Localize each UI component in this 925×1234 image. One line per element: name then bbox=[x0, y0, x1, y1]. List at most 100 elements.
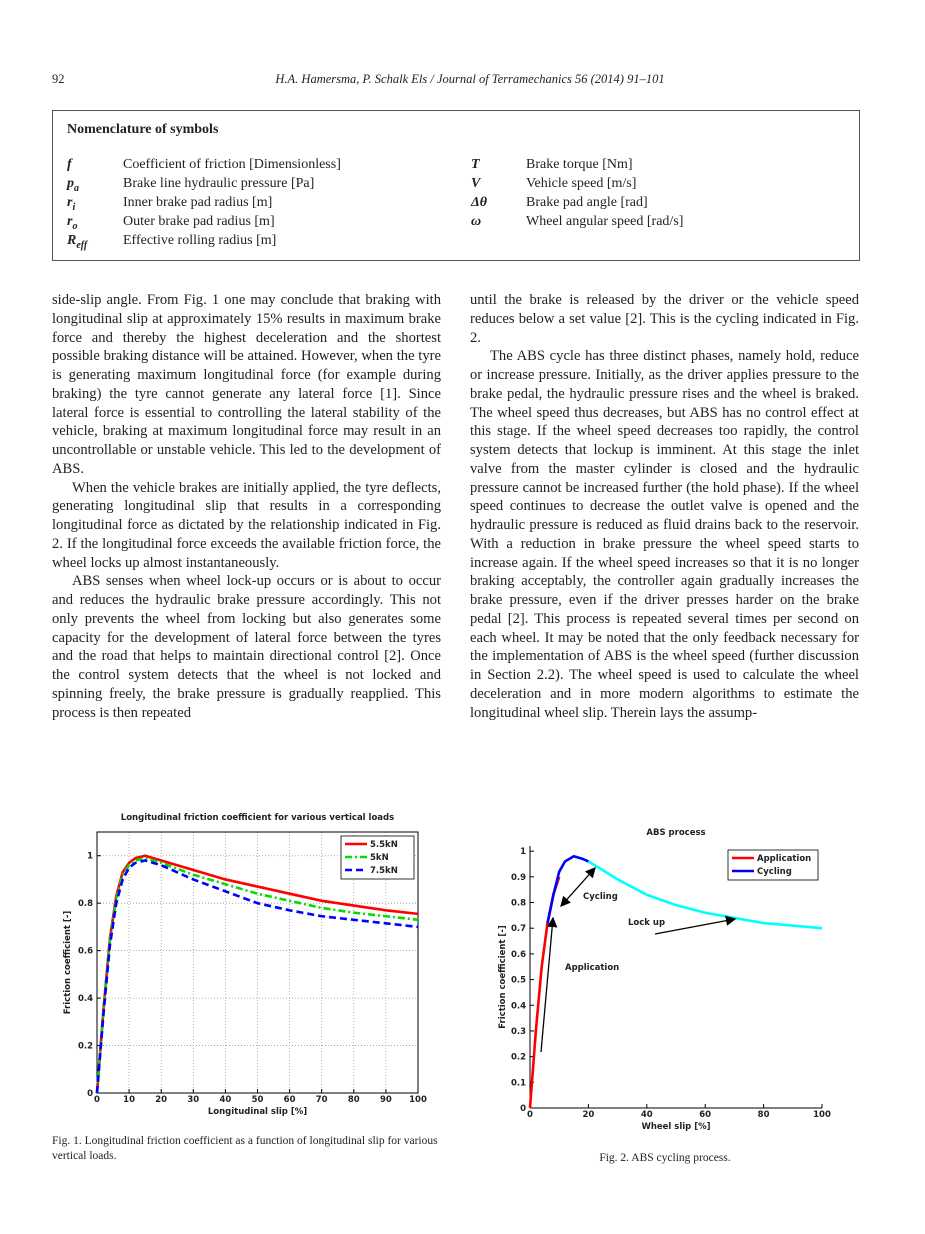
paragraph: ABS senses when wheel lock-up occurs or … bbox=[52, 573, 441, 721]
symbol-description: Inner brake pad radius [m] bbox=[123, 195, 273, 210]
symbol: ri bbox=[67, 195, 75, 213]
y-tick-label: 0 bbox=[87, 1089, 93, 1099]
symbol: T bbox=[471, 157, 480, 173]
legend-label: Cycling bbox=[757, 867, 792, 877]
x-tick-label: 80 bbox=[758, 1110, 770, 1120]
y-tick-label: 0.4 bbox=[511, 1001, 526, 1011]
x-tick-label: 100 bbox=[409, 1095, 427, 1105]
symbol-description: Brake line hydraulic pressure [Pa] bbox=[123, 176, 315, 191]
nomenclature-box: Nomenclature of symbols f Coefficient of … bbox=[52, 110, 860, 261]
running-title: H.A. Hamersma, P. Schalk Els / Journal o… bbox=[275, 72, 665, 86]
symbol: pa bbox=[67, 176, 79, 194]
x-tick-label: 20 bbox=[582, 1110, 594, 1120]
nomenclature-row: T Brake torque [Nm] bbox=[53, 157, 853, 176]
figure-2-chart: ABS process Wheel slip [%] Friction coeffi… bbox=[498, 828, 831, 1132]
paragraph: When the vehicle brakes are initially ap… bbox=[52, 479, 441, 571]
symbol: Reff bbox=[67, 233, 87, 251]
symbol-base: r bbox=[67, 214, 73, 229]
symbol: f bbox=[67, 157, 72, 173]
paragraph: until the brake is released by the drive… bbox=[470, 292, 859, 346]
symbol-base: R bbox=[67, 233, 77, 248]
page-number: 92 bbox=[52, 72, 65, 86]
y-tick-label: 0.4 bbox=[78, 994, 93, 1004]
x-tick-label: 80 bbox=[348, 1095, 360, 1105]
y-tick-label: 0.5 bbox=[511, 976, 526, 986]
nomenclature-title: Nomenclature of symbols bbox=[67, 122, 219, 137]
y-tick-label: 0.1 bbox=[511, 1078, 526, 1088]
x-tick-label: 10 bbox=[123, 1095, 135, 1105]
x-tick-label: 90 bbox=[380, 1095, 392, 1105]
symbol-base: T bbox=[471, 157, 480, 172]
symbol-description: Brake torque [Nm] bbox=[526, 157, 633, 172]
data-line bbox=[528, 876, 561, 1109]
x-tick-label: 40 bbox=[219, 1095, 231, 1105]
x-tick-label: 100 bbox=[813, 1110, 831, 1120]
figure-caption: Fig. 2. ABS cycling process. bbox=[599, 1152, 731, 1164]
figure-caption: Fig. 1. Longitudinal friction coefficien… bbox=[52, 1135, 438, 1162]
symbol-subscript: o bbox=[72, 220, 78, 232]
symbol-subscript: a bbox=[74, 182, 79, 194]
legend-label: 7.5kN bbox=[370, 866, 398, 876]
nomenclature-row: f Coefficient of friction [Dimensionless] bbox=[53, 157, 853, 176]
symbol: V bbox=[471, 176, 480, 192]
y-tick-label: 0.9 bbox=[511, 873, 526, 883]
x-tick-label: 30 bbox=[187, 1095, 199, 1105]
y-tick-label: 0.8 bbox=[511, 899, 526, 909]
symbol-base: f bbox=[67, 157, 72, 172]
y-axis-label: Friction coefficient [-] bbox=[63, 911, 73, 1015]
x-axis-label: Wheel slip [%] bbox=[641, 1122, 710, 1132]
y-tick-label: 1 bbox=[520, 847, 526, 857]
symbol-description: Brake pad angle [rad] bbox=[526, 195, 648, 210]
symbol-base: p bbox=[67, 176, 74, 191]
symbol-subscript: i bbox=[72, 201, 76, 213]
legend-label: 5kN bbox=[370, 853, 389, 863]
y-axis-label: Friction coefficient [-] bbox=[498, 925, 508, 1029]
x-tick-label: 50 bbox=[252, 1095, 264, 1105]
nomenclature-row: pa Brake line hydraulic pressure [Pa] bbox=[53, 176, 853, 195]
nomenclature-row: ro Outer brake pad radius [m] bbox=[53, 214, 853, 233]
nomenclature-row: ω Wheel angular speed [rad/s] bbox=[53, 214, 853, 233]
symbol-description: Outer brake pad radius [m] bbox=[123, 214, 275, 229]
nomenclature-row: Reff Effective rolling radius [m] bbox=[53, 233, 853, 252]
x-tick-label: 0 bbox=[94, 1095, 100, 1105]
x-tick-label: 70 bbox=[316, 1095, 328, 1105]
y-tick-label: 1 bbox=[87, 852, 93, 862]
symbol-base: Δθ bbox=[471, 195, 488, 210]
symbol: Δθ bbox=[471, 195, 487, 211]
nomenclature-row: Δθ Brake pad angle [rad] bbox=[53, 195, 853, 214]
symbol-description: Vehicle speed [m/s] bbox=[526, 176, 637, 191]
annotation-arrow bbox=[654, 915, 737, 935]
annotation-arrow bbox=[540, 916, 558, 1053]
right-column: until the brake is released by the drive… bbox=[470, 291, 859, 722]
y-tick-label: 0 bbox=[520, 1104, 526, 1114]
legend-box bbox=[727, 849, 819, 881]
annotation: Lock up bbox=[628, 918, 665, 928]
paragraph: side-slip angle. From Fig. 1 one may con… bbox=[52, 292, 441, 477]
symbol: ω bbox=[471, 214, 481, 230]
paragraph: The ABS cycle has three distinct phases,… bbox=[470, 348, 859, 721]
symbol-base: ω bbox=[471, 214, 482, 229]
x-tick-label: 60 bbox=[699, 1110, 711, 1120]
y-tick-label: 0.2 bbox=[511, 1053, 526, 1063]
y-tick-label: 0.8 bbox=[78, 899, 93, 909]
legend-label: Application bbox=[757, 854, 811, 864]
x-tick-label: 40 bbox=[641, 1110, 653, 1120]
symbol-description: Wheel angular speed [rad/s] bbox=[526, 214, 684, 229]
left-column: side-slip angle. From Fig. 1 one may con… bbox=[52, 291, 441, 722]
y-tick-label: 0.6 bbox=[511, 950, 526, 960]
annotation-arrow bbox=[560, 867, 596, 907]
figure-1-chart: Longitudinal friction coefficient for va… bbox=[63, 813, 427, 1117]
symbol-description: Effective rolling radius [m] bbox=[123, 233, 277, 248]
symbol-description: Coefficient of friction [Dimensionless] bbox=[123, 157, 341, 172]
y-tick-label: 0.6 bbox=[78, 947, 93, 957]
nomenclature-row: ri Inner brake pad radius [m] bbox=[53, 195, 853, 214]
nomenclature-row: V Vehicle speed [m/s] bbox=[53, 176, 853, 195]
symbol: ro bbox=[67, 214, 77, 232]
symbol-base: r bbox=[67, 195, 73, 210]
x-axis-label: Longitudinal slip [%] bbox=[208, 1107, 307, 1117]
x-tick-label: 0 bbox=[527, 1110, 533, 1120]
symbol-subscript: eff bbox=[76, 239, 88, 251]
y-tick-label: 0.7 bbox=[511, 924, 526, 934]
data-line bbox=[546, 854, 589, 924]
